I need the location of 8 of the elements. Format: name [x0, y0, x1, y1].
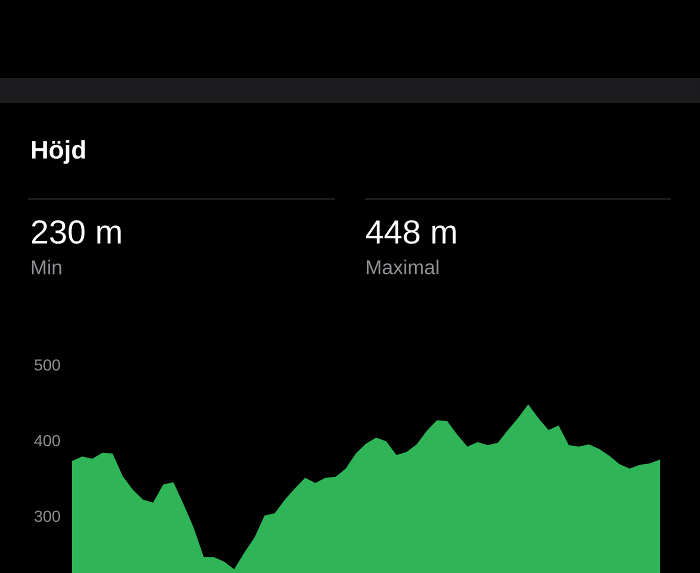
y-tick-label: 300	[34, 510, 60, 522]
y-tick-label: 500	[34, 359, 60, 371]
y-tick-label: 400	[34, 434, 60, 446]
text: 230 m	[32, 220, 121, 244]
chart-title: Höjd	[32, 140, 85, 164]
text: Min	[32, 260, 62, 274]
text: Maximal	[366, 260, 438, 274]
text: 448 m	[366, 220, 456, 244]
